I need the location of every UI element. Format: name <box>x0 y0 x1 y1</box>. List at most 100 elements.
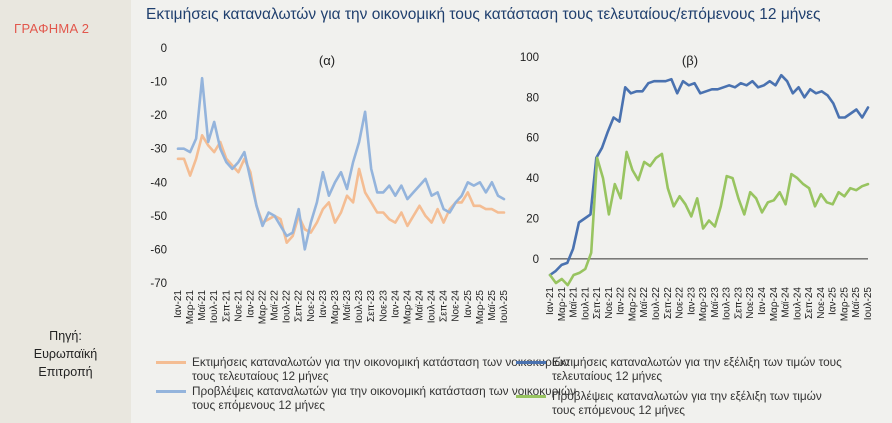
x-tick-label: Μαϊ-22 <box>639 287 650 318</box>
legend-text-future-prices: Προβλέψεις καταναλωτών για την εξέλιξη τ… <box>552 389 822 417</box>
x-tick-label: Μαρ-25 <box>839 287 850 322</box>
x-tick-label: Ιαν-25 <box>828 287 839 315</box>
x-tick-label: Μαϊ-25 <box>851 287 862 318</box>
x-tick-label: Σεπ-24 <box>804 287 815 319</box>
x-tick-label: Ιαν-22 <box>616 287 627 315</box>
y-tick-label: -20 <box>150 110 167 122</box>
y-tick-label: -60 <box>150 244 167 256</box>
x-tick-label: Μαρ-23 <box>330 290 341 325</box>
x-tick-label: Μαϊ-23 <box>342 290 353 321</box>
x-tick-label: Νοε-21 <box>233 290 244 322</box>
y-tick-label: 0 <box>533 254 539 266</box>
legend-line: τελευταίους 12 μήνες <box>552 369 663 383</box>
x-tick-label: Μαϊ-22 <box>270 290 281 321</box>
x-tick-label: Σεπ-24 <box>439 290 450 322</box>
chart-area: 0 -10 -20 -30 -40 -50 -60 -70 (α) Ιαν-21 Μαρ-21 Μαϊ… <box>131 0 892 423</box>
legend-line: τους επόμενους 12 μήνες <box>192 398 325 412</box>
x-tick-label: Νοε-23 <box>378 290 389 322</box>
x-tick-label: Ιουλ-24 <box>427 290 438 324</box>
legend-text-past-prices: Εκτιμήσεις καταναλωτών για την εξέλιξη τ… <box>552 355 842 383</box>
x-tick-label: Ιαν-25 <box>463 290 474 318</box>
x-tick-label: Ιαν-23 <box>318 290 329 318</box>
x-tick-label: Μαρ-24 <box>402 290 413 325</box>
x-tick-label: Μαρ-22 <box>258 290 269 325</box>
y-tick-label: 60 <box>526 133 539 145</box>
x-tick-label: Μαϊ-21 <box>569 287 580 318</box>
x-tick-label: Ιουλ-25 <box>863 287 874 321</box>
y-tick-label: -70 <box>150 278 167 290</box>
x-tick-label: Ιουλ-25 <box>499 290 510 324</box>
x-tick-label: Νοε-23 <box>745 287 756 319</box>
legend-item-past-finances: Εκτιμήσεις καταναλωτών για την οικονομικ… <box>156 355 570 383</box>
y-tick-label: -50 <box>150 211 167 223</box>
sidebar: ΓΡΑΦΗΜΑ 2 Πηγή: Ευρωπαϊκή Επιτροπή <box>0 0 131 423</box>
x-tick-label: Ιαν-22 <box>245 290 256 318</box>
x-tick-label: Μαρ-24 <box>769 287 780 322</box>
series-line-b2 <box>548 150 870 287</box>
x-tick-label: Σεπ-23 <box>733 287 744 319</box>
series-line-b1 <box>548 73 870 277</box>
x-tick-label: Μαρ-23 <box>698 287 709 322</box>
x-tick-label: Ιαν-21 <box>545 287 556 315</box>
x-tick-label: Ιουλ-21 <box>209 290 220 324</box>
x-tick-label: Ιαν-24 <box>757 287 768 315</box>
y-tick-label: -40 <box>150 177 167 189</box>
x-tick-label: Νοε-24 <box>451 290 462 322</box>
legend-swatch-green <box>516 395 546 398</box>
x-tick-label: Ιαν-23 <box>686 287 697 315</box>
y-tick-label: 80 <box>526 92 539 104</box>
chart-svg: 0-10-20-30-40-50-60-70(α)Ιαν-21 Μαρ-21 Μαϊ… <box>150 43 874 325</box>
x-tick-label: Σεπ-22 <box>294 290 305 322</box>
source-line-3: Επιτροπή <box>38 365 93 379</box>
legend-swatch-blue <box>516 361 546 364</box>
legend-text-future-finances: Προβλέψεις καταναλωτών για την οικονομικ… <box>192 384 576 412</box>
y-tick-label: 40 <box>526 173 539 185</box>
legend-item-past-prices: Εκτιμήσεις καταναλωτών για την εξέλιξη τ… <box>516 355 886 383</box>
x-tick-label: Μαρ-22 <box>627 287 638 322</box>
x-tick-label: Νοε-22 <box>306 290 317 322</box>
legend-line: Εκτιμήσεις καταναλωτών για την εξέλιξη τ… <box>552 355 842 369</box>
x-tick-label: Ιαν-21 <box>173 290 184 318</box>
panel-label: (β) <box>682 53 698 68</box>
legend-item-future-prices: Προβλέψεις καταναλωτών για την εξέλιξη τ… <box>516 389 886 417</box>
y-tick-label: 0 <box>161 43 167 55</box>
y-tick-label: -10 <box>150 77 167 89</box>
legend-line: τους επόμενους 12 μήνες <box>552 403 685 417</box>
y-tick-label: 20 <box>526 213 539 225</box>
x-tick-label: Ιουλ-23 <box>722 287 733 321</box>
legend-swatch-lightblue <box>156 390 186 393</box>
x-tick-label: Μαρ-21 <box>185 290 196 325</box>
x-tick-label: Μαρ-25 <box>475 290 486 325</box>
x-tick-label: Ιουλ-21 <box>580 287 591 321</box>
source-note: Πηγή: Ευρωπαϊκή Επιτροπή <box>0 327 131 381</box>
legend-item-future-finances: Προβλέψεις καταναλωτών για την οικονομικ… <box>156 384 576 412</box>
legend-swatch-orange <box>156 361 186 364</box>
x-tick-label: Ιουλ-22 <box>651 287 662 321</box>
x-tick-label: Σεπ-21 <box>592 287 603 319</box>
legend-line: Προβλέψεις καταναλωτών για την οικονομικ… <box>192 384 577 398</box>
x-tick-label: Σεπ-21 <box>221 290 232 322</box>
legend-line: Εκτιμήσεις καταναλωτών για την οικονομικ… <box>192 355 570 369</box>
source-line-1: Πηγή: <box>49 329 82 343</box>
chart-title: Εκτιμήσεις καταναλωτών για την οικονομικ… <box>146 6 821 23</box>
legend-text-past-finances: Εκτιμήσεις καταναλωτών για την οικονομικ… <box>192 355 570 383</box>
figure-label: ΓΡΑΦΗΜΑ 2 <box>14 21 90 36</box>
x-tick-label: Ιουλ-22 <box>282 290 293 324</box>
panel-label: (α) <box>319 53 335 68</box>
x-tick-label: Ιουλ-24 <box>792 287 803 321</box>
x-tick-label: Ιουλ-23 <box>354 290 365 324</box>
x-tick-label: Νοε-22 <box>675 287 686 319</box>
x-tick-label: Μαϊ-23 <box>710 287 721 318</box>
source-line-2: Ευρωπαϊκή <box>33 347 98 361</box>
x-tick-label: Σεπ-22 <box>663 287 674 319</box>
x-tick-label: Νοε-24 <box>816 287 827 319</box>
x-tick-label: Μαϊ-21 <box>197 290 208 321</box>
y-tick-label: -30 <box>150 144 167 156</box>
legend-line: τους τελευταίους 12 μήνες <box>192 369 329 383</box>
x-tick-label: Σεπ-23 <box>366 290 377 322</box>
y-tick-label: 100 <box>520 52 539 64</box>
x-tick-label: Μαϊ-25 <box>487 290 498 321</box>
x-tick-label: Μαϊ-24 <box>414 290 425 321</box>
legend-line: Προβλέψεις καταναλωτών για την εξέλιξη τ… <box>552 389 822 403</box>
series-line-a2 <box>176 76 506 251</box>
